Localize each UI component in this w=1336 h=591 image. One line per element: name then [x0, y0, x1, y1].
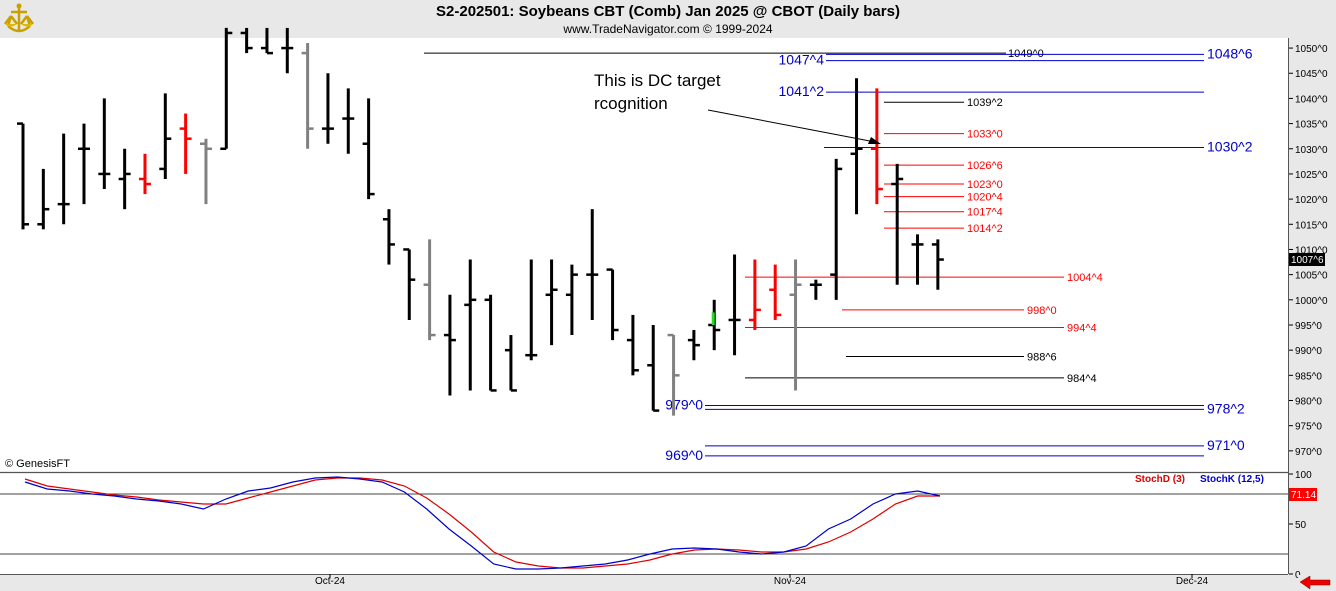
chart-header: S2-202501: Soybeans CBT (Comb) Jan 2025 …	[0, 0, 1336, 38]
price-level-label: 1017^4	[967, 207, 1003, 219]
stochd-legend: StochD (3)	[1135, 474, 1185, 485]
last-price-tag	[1289, 253, 1325, 266]
annotation-arrowhead	[868, 137, 881, 144]
price-level-label: 969^0	[665, 447, 703, 463]
annotation-line-1: This is DC target	[594, 71, 721, 90]
time-tick-label: Oct-24	[315, 576, 345, 587]
price-tick-label: 970^0	[1295, 447, 1322, 458]
price-tick-label: 1040^0	[1295, 94, 1328, 105]
stoch-last-label: 71.14	[1291, 490, 1316, 501]
price-tick-label: 975^0	[1295, 422, 1322, 433]
stochk-line	[24, 476, 941, 570]
genesis-logo-icon	[2, 2, 36, 36]
price-tick-label: 980^0	[1295, 397, 1322, 408]
price-tick-label: 1030^0	[1295, 145, 1328, 156]
price-tick-label: 990^0	[1295, 346, 1322, 357]
price-level-label: 1048^6	[1207, 45, 1253, 61]
stoch-tick-label: 50	[1295, 520, 1307, 531]
price-tick-label: 1015^0	[1295, 220, 1328, 231]
price-level-label: 1020^4	[967, 192, 1003, 204]
stochastic-lines	[0, 476, 1288, 570]
price-level-label: 1041^2	[779, 83, 825, 99]
chart-title: S2-202501: Soybeans CBT (Comb) Jan 2025 …	[436, 3, 900, 20]
price-tick-label: 1035^0	[1295, 120, 1328, 131]
price-level-label: 979^0	[665, 397, 703, 413]
price-tick-label: 1000^0	[1295, 296, 1328, 307]
price-level-label: 1047^4	[779, 52, 825, 68]
time-tick-label: Nov-24	[774, 576, 807, 587]
price-level-label: 1030^2	[1207, 139, 1253, 155]
price-level-label: 1026^6	[967, 160, 1003, 172]
price-level-label: 1023^0	[967, 179, 1003, 191]
price-panel	[0, 38, 1288, 471]
price-level-label: 1014^2	[967, 223, 1003, 235]
time-axis: Oct-24 Nov-24 Dec-24	[315, 574, 1209, 587]
annotation-arrow	[707, 109, 876, 143]
price-tick-label: 1005^0	[1295, 271, 1328, 282]
price-tick-label: 1025^0	[1295, 170, 1328, 181]
chart-subtitle: www.TradeNavigator.com © 1999-2024	[563, 22, 773, 36]
ohlc-bars	[17, 27, 944, 416]
price-tick-label: 1045^0	[1295, 69, 1328, 80]
stochastic-panel	[0, 474, 1288, 574]
price-level-label: 988^6	[1027, 351, 1057, 363]
price-level-label: 1004^4	[1067, 272, 1103, 284]
annotation-line-2: rcognition	[594, 94, 668, 113]
watermark: © GenesisFT	[5, 458, 70, 470]
price-level-label: 994^4	[1067, 323, 1097, 335]
price-level-label: 1033^0	[967, 129, 1003, 141]
last-price-label: 1007^6	[1291, 255, 1324, 266]
stoch-last-tag	[1289, 488, 1317, 501]
price-level-label: 971^0	[1207, 437, 1245, 453]
price-level-label: 984^4	[1067, 373, 1097, 385]
price-tick-label: 985^0	[1295, 371, 1322, 382]
price-tick-label: 995^0	[1295, 321, 1322, 332]
stochk-legend: StochK (12,5)	[1200, 474, 1264, 485]
price-level-label: 998^0	[1027, 305, 1057, 317]
price-level-label: 978^2	[1207, 400, 1245, 416]
price-tick-label: 1010^0	[1295, 245, 1328, 256]
price-tick-label: 1020^0	[1295, 195, 1328, 206]
price-level-label: 1039^2	[967, 97, 1003, 109]
time-tick-label: Dec-24	[1176, 576, 1209, 587]
scroll-right-arrow-icon[interactable]	[1298, 575, 1332, 590]
price-tick-label: 1050^0	[1295, 44, 1328, 55]
price-axis: 1050^0 1045^0 1040^0 1035^0 1030^0 1025^0 1020…	[1289, 44, 1328, 458]
stoch-tick-label: 100	[1295, 470, 1312, 481]
